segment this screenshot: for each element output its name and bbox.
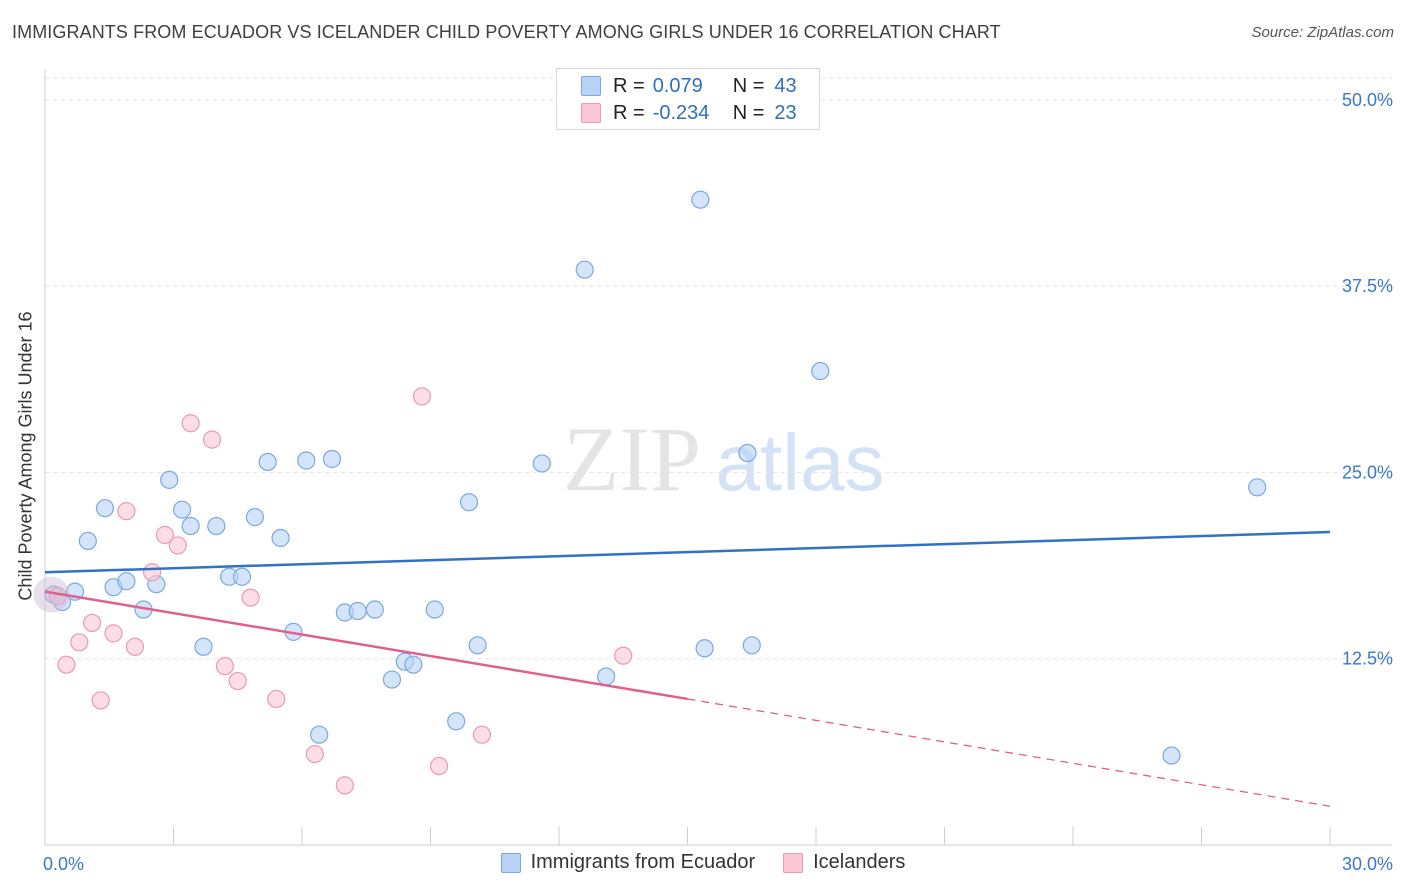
ecuador-point	[1162, 746, 1181, 765]
icelander-point	[168, 536, 187, 555]
x-tick-label: 30.0%	[1342, 854, 1393, 874]
ecuador-point	[382, 670, 402, 689]
icelander-point	[83, 613, 102, 633]
icelander-point	[412, 387, 432, 406]
legend-swatch-icelanders	[581, 103, 601, 123]
ecuador-point	[348, 601, 367, 621]
ecuador-point	[365, 600, 384, 619]
ecuador-point	[738, 443, 757, 463]
legend-n-label: N =	[732, 101, 765, 124]
icelander-point	[142, 563, 162, 582]
icelander-point	[181, 414, 200, 433]
ecuador-point	[232, 567, 252, 586]
ecuador-point	[322, 449, 342, 469]
ecuador-point	[297, 451, 316, 470]
ecuador-trend-line	[44, 530, 1331, 574]
ecuador-point	[695, 639, 714, 658]
y-tick-label: 50.0%	[1342, 90, 1393, 110]
icelander-trend-line	[44, 590, 688, 701]
ecuador-point	[691, 190, 710, 209]
legend-n-value: 23	[774, 101, 797, 124]
ecuador-point	[310, 725, 329, 744]
ecuador-point	[95, 499, 115, 518]
icelander-point	[335, 776, 354, 795]
icelander-point	[155, 525, 175, 545]
legend-swatch-ecuador	[581, 76, 601, 96]
series-legend-item-ecuador: Immigrants from Ecuador	[500, 851, 756, 874]
watermark-zip: ZIP	[563, 408, 701, 510]
legend-row-icelanders: R = -0.234 N = 23	[581, 100, 797, 126]
series-legend-label: Icelanders	[813, 851, 906, 873]
series-legend: Immigrants from Ecuador Icelanders	[0, 851, 1406, 874]
x-tick-label: 0.0%	[43, 854, 84, 874]
icelander-point	[57, 655, 76, 674]
icelander-point	[202, 430, 222, 449]
icelander-point	[472, 725, 491, 744]
ecuador-point	[468, 636, 487, 655]
icelander-point	[614, 646, 633, 665]
ecuador-point	[245, 508, 264, 527]
ecuador-point	[575, 260, 594, 279]
ecuador-point	[447, 712, 466, 731]
legend-r-value: -0.234	[652, 101, 710, 124]
ecuador-point	[160, 470, 179, 489]
watermark-atlas: atlas	[716, 418, 885, 507]
icelander-point	[125, 637, 145, 656]
series-legend-label: Immigrants from Ecuador	[530, 851, 756, 873]
ecuador-point	[78, 531, 97, 551]
legend-n-label: N =	[732, 74, 765, 97]
ecuador-point	[459, 493, 479, 512]
legend-r-label: R =	[613, 101, 645, 124]
icelander-point	[215, 657, 234, 676]
ecuador-point	[181, 516, 200, 536]
ecuador-point	[207, 516, 226, 536]
y-axis-label: Child Poverty Among Girls Under 16	[15, 311, 36, 601]
ecuador-point	[271, 528, 290, 548]
legend-row-ecuador: R = 0.079 N = 43	[581, 73, 797, 99]
source-credit: Source: ZipAtlas.com	[1251, 24, 1394, 41]
icelander-trend-line-dashed	[687, 698, 1331, 807]
icelander-point	[91, 691, 110, 710]
ecuador-point	[532, 454, 551, 473]
ecuador-point	[597, 667, 616, 686]
ecuador-point	[404, 655, 423, 674]
icelander-point	[267, 689, 286, 709]
icelander-point	[104, 624, 123, 643]
correlation-legend: R = 0.079 N = 43 R = -0.234 N = 23	[556, 68, 820, 130]
icelander-point	[429, 756, 449, 776]
cluster-point	[33, 576, 70, 613]
ecuador-point	[172, 500, 192, 519]
legend-r-label: R =	[613, 74, 645, 97]
icelander-point	[70, 633, 89, 652]
icelander-point	[305, 744, 324, 764]
legend-n-value: 43	[774, 74, 797, 97]
ecuador-point	[742, 636, 761, 655]
ecuador-point	[1248, 478, 1267, 497]
ecuador-point	[258, 452, 277, 472]
series-legend-swatch-icelanders	[783, 852, 804, 873]
series-legend-item-icelanders: Icelanders	[783, 851, 905, 874]
icelander-point	[228, 671, 247, 691]
y-tick-label: 37.5%	[1342, 276, 1393, 296]
icelander-point	[117, 502, 136, 521]
ecuador-point	[117, 572, 136, 591]
icelander-point	[241, 588, 260, 607]
legend-r-value: 0.079	[652, 74, 703, 97]
ecuador-point	[425, 600, 444, 619]
y-tick-label: 25.0%	[1342, 462, 1393, 482]
ecuador-point	[811, 361, 830, 381]
series-legend-swatch-ecuador	[500, 852, 521, 873]
chart-title: IMMIGRANTS FROM ECUADOR VS ICELANDER CHI…	[12, 22, 1001, 42]
ecuador-point	[194, 637, 213, 656]
y-tick-label: 12.5%	[1342, 649, 1393, 669]
